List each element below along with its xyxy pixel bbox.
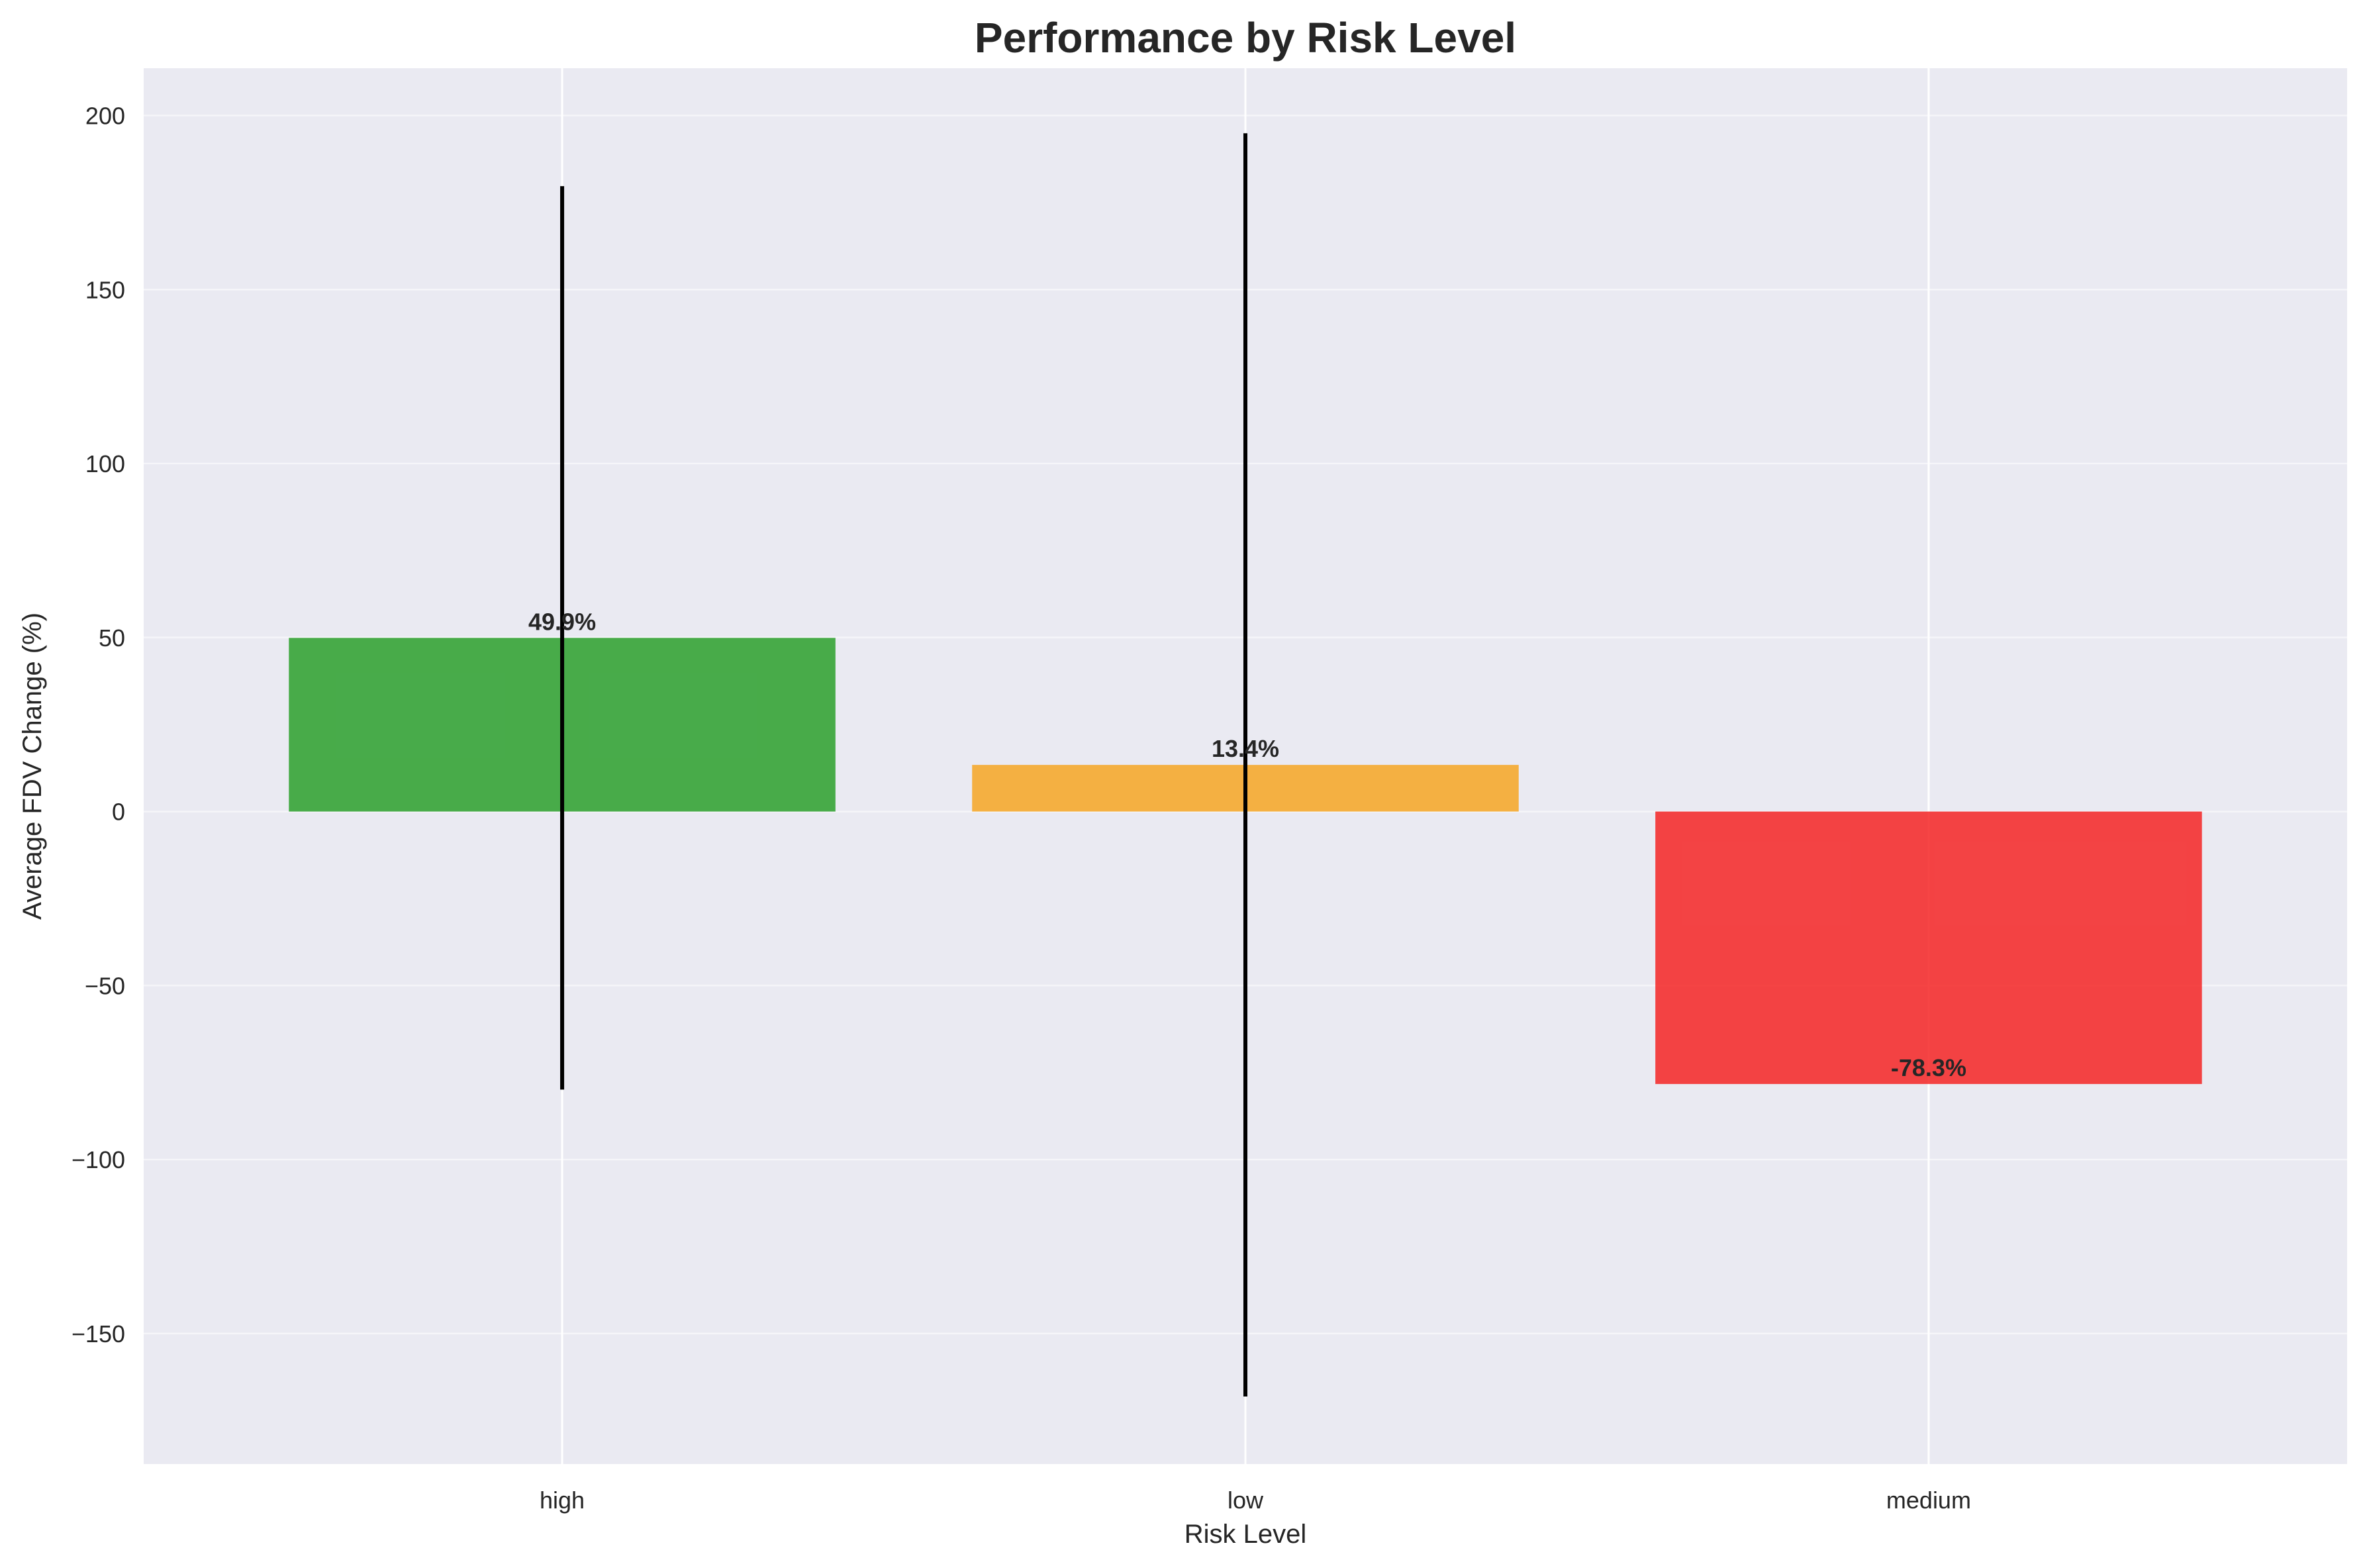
data-label-high: 49.9% — [528, 608, 596, 635]
y-tick-label: 150 — [85, 276, 125, 303]
y-tick-label: 100 — [85, 450, 125, 477]
y-tick-label: 0 — [112, 799, 125, 826]
y-tick-label: −150 — [72, 1320, 125, 1348]
x-axis-label: Risk Level — [1184, 1520, 1307, 1549]
y-axis-ticks: −150 −100 −50 0 50 100 150 200 — [72, 102, 125, 1347]
data-label-medium: -78.3% — [1891, 1054, 1966, 1081]
x-axis-ticks: high low medium — [540, 1487, 1971, 1514]
y-tick-label: −100 — [72, 1146, 125, 1173]
data-label-low: 13.4% — [1212, 735, 1279, 762]
x-tick-label: low — [1228, 1487, 1264, 1514]
y-axis-label: Average FDV Change (%) — [18, 612, 47, 920]
x-tick-label: high — [540, 1487, 585, 1514]
y-tick-label: −50 — [85, 972, 125, 999]
error-bars — [560, 133, 1247, 1397]
x-tick-label: medium — [1886, 1487, 1971, 1514]
bar-medium — [1655, 811, 2202, 1085]
y-tick-label: 50 — [99, 624, 125, 652]
y-tick-label: 200 — [85, 102, 125, 129]
chart-title: Performance by Risk Level — [975, 14, 1516, 62]
data-labels: 49.9% 13.4% -78.3% — [528, 608, 1966, 1081]
